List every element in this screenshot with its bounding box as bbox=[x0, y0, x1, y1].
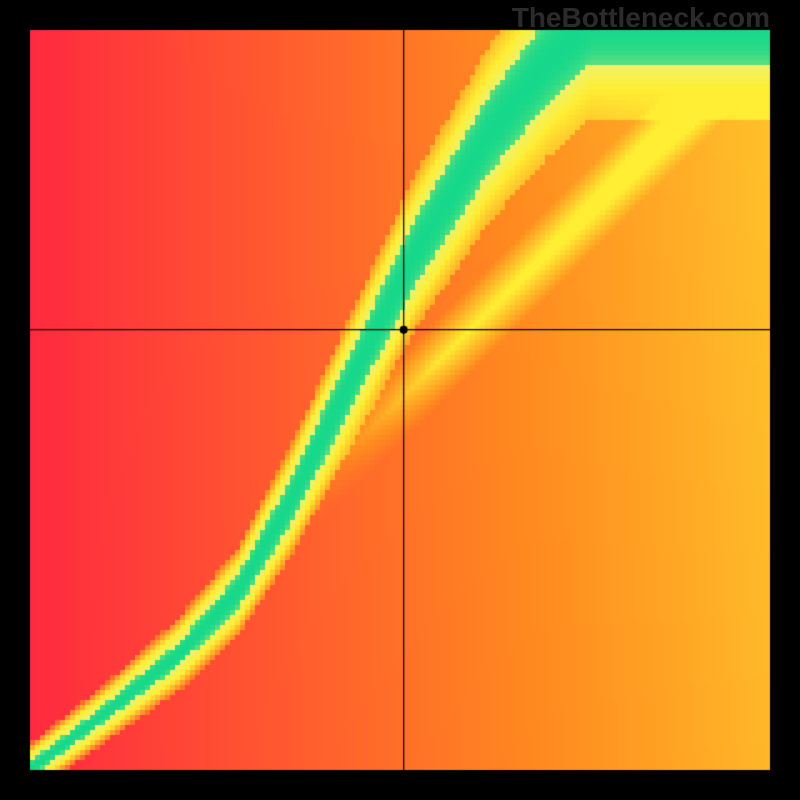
watermark-text: TheBottleneck.com bbox=[512, 2, 770, 34]
bottleneck-heatmap bbox=[0, 0, 800, 800]
chart-container: { "canvas": { "width": 800, "height": 80… bbox=[0, 0, 800, 800]
